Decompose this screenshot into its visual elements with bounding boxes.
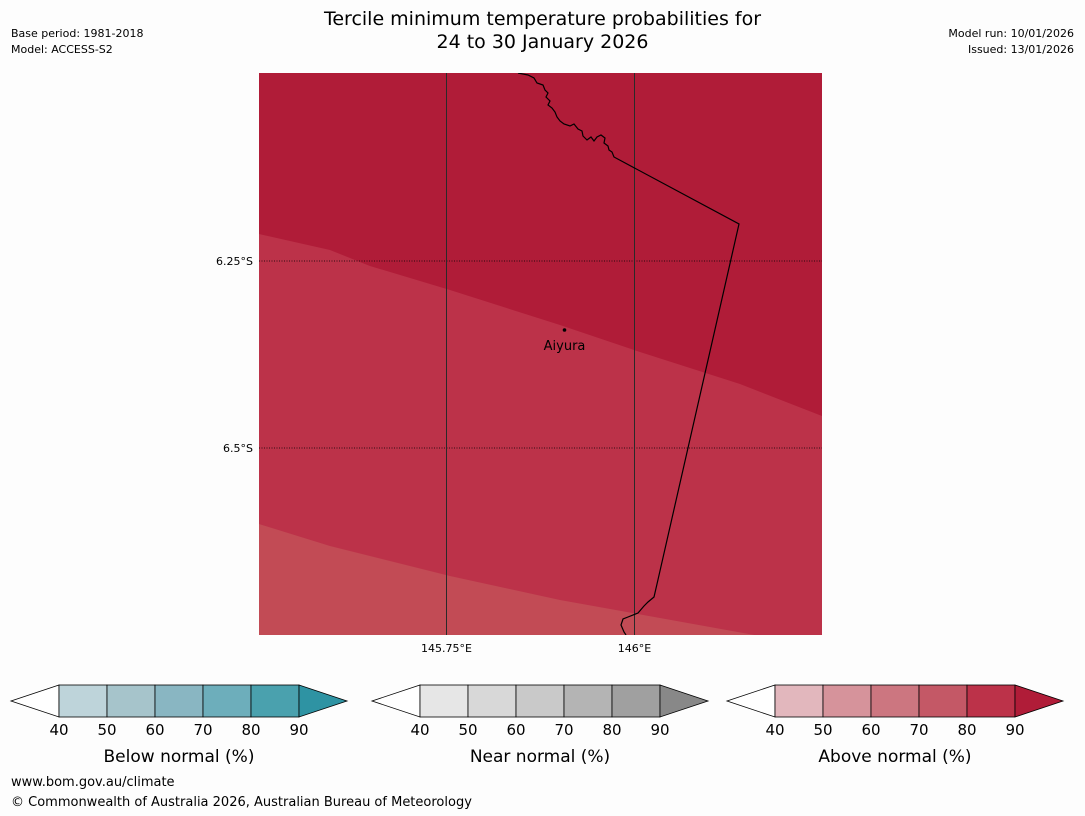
- colorbar-above-label: Above normal (%): [818, 747, 971, 767]
- colorbar-below-arrow-high: [298, 684, 349, 718]
- probability-band-70: [259, 524, 755, 635]
- title-line-2: 24 to 30 January 2026: [436, 31, 649, 53]
- colorbar-near-tick: 70: [554, 721, 573, 739]
- colorbar-above-segment: [966, 684, 1016, 718]
- place-marker: [562, 328, 567, 332]
- lon-label-146: 146°E: [618, 642, 651, 655]
- lat-label-6-25: 6.25°S: [216, 255, 253, 268]
- colorbar-below-arrow-low: [9, 684, 60, 718]
- colorbar-above-tick: 90: [1005, 721, 1024, 739]
- colorbar-above: 40 50 60 70 80 90 Above normal (%): [725, 684, 1065, 767]
- colorbar-near-label: Near normal (%): [470, 747, 610, 767]
- model-run: Model run: 10/01/2026: [948, 27, 1074, 40]
- footer-url[interactable]: www.bom.gov.au/climate: [11, 775, 175, 790]
- meta-left: Base period: 1981-2018 Model: ACCESS-S2: [11, 26, 143, 58]
- colorbar-above-tick: 40: [765, 721, 784, 739]
- colorbar-legends: 40 50 60 70 80 90 Below normal (%) 40 50 60 70 80 9…: [9, 684, 1065, 767]
- colorbar-near-tick: 40: [410, 721, 429, 739]
- colorbar-below-tick: 40: [49, 721, 68, 739]
- colorbar-near-tick: 90: [650, 721, 669, 739]
- colorbar-above-tick: 50: [813, 721, 832, 739]
- colorbar-below-tick: 50: [97, 721, 116, 739]
- issued-date: Issued: 13/01/2026: [967, 43, 1074, 56]
- colorbar-above-segment: [822, 684, 872, 718]
- map-area: [259, 73, 822, 635]
- footer-copyright: © Commonwealth of Australia 2026, Austra…: [11, 795, 472, 810]
- colorbar-near-tick: 80: [602, 721, 621, 739]
- colorbar-near-arrow-high: [659, 684, 710, 718]
- colorbar-below-segment: [154, 684, 204, 718]
- colorbar-below-segment: [202, 684, 252, 718]
- place-label: Aiyura: [544, 339, 586, 354]
- colorbar-near-segment: [515, 684, 565, 718]
- model-name: Model: ACCESS-S2: [11, 43, 113, 56]
- colorbar-near-segment: [467, 684, 517, 718]
- border-line: [517, 73, 740, 635]
- colorbar-near-arrow-low: [370, 684, 421, 718]
- title-line-1: Tercile minimum temperature probabilitie…: [323, 8, 762, 30]
- colorbar-below-tick: 60: [145, 721, 164, 739]
- colorbar-below-segment: [58, 684, 108, 718]
- colorbar-above-segment: [870, 684, 920, 718]
- colorbar-below-tick: 80: [241, 721, 260, 739]
- colorbar-below-tick: 70: [193, 721, 212, 739]
- colorbar-above-segment: [774, 684, 824, 718]
- colorbar-near-segment: [563, 684, 613, 718]
- colorbar-above-arrow-low: [725, 684, 776, 718]
- lat-label-6-5: 6.5°S: [223, 442, 253, 455]
- colorbar-above-tick: 60: [861, 721, 880, 739]
- map-figure: 6.25°S 6.5°S 145.75°E 146°E Aiyura: [216, 73, 822, 655]
- meta-right: Model run: 10/01/2026 Issued: 13/01/2026: [948, 26, 1074, 58]
- colorbar-below-tick: 90: [289, 721, 308, 739]
- colorbar-below-segment: [106, 684, 156, 718]
- colorbar-near: 40 50 60 70 80 90 Near normal (%): [370, 684, 710, 767]
- colorbar-near-segment: [419, 684, 469, 718]
- colorbar-below: 40 50 60 70 80 90 Below normal (%): [9, 684, 349, 767]
- colorbar-below-label: Below normal (%): [104, 747, 255, 767]
- colorbar-below-segment: [250, 684, 300, 718]
- map-title: Tercile minimum temperature probabilitie…: [0, 8, 1085, 54]
- colorbar-near-segment: [611, 684, 661, 718]
- colorbar-near-tick: 50: [458, 721, 477, 739]
- colorbar-above-arrow-high: [1014, 684, 1065, 718]
- colorbar-above-segment: [918, 684, 968, 718]
- base-period: Base period: 1981-2018: [11, 27, 144, 40]
- colorbar-near-tick: 60: [506, 721, 525, 739]
- colorbar-above-tick: 70: [909, 721, 928, 739]
- colorbar-above-tick: 80: [957, 721, 976, 739]
- probability-band-80: [259, 234, 822, 635]
- lon-label-145-75: 145.75°E: [421, 642, 472, 655]
